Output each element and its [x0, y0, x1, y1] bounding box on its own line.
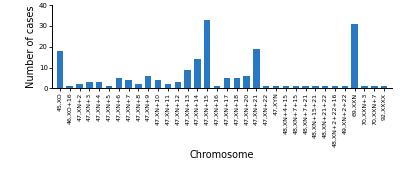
Bar: [174, 82, 181, 88]
X-axis label: Chromosome: Chromosome: [190, 150, 254, 160]
Bar: [194, 59, 201, 88]
Bar: [312, 86, 318, 88]
Bar: [165, 84, 171, 88]
Bar: [155, 80, 161, 88]
Bar: [76, 84, 83, 88]
Bar: [214, 86, 220, 88]
Bar: [332, 86, 338, 88]
Bar: [96, 82, 102, 88]
Bar: [145, 76, 152, 88]
Y-axis label: Number of cases: Number of cases: [26, 5, 36, 88]
Bar: [371, 86, 378, 88]
Bar: [273, 86, 279, 88]
Bar: [234, 78, 240, 88]
Bar: [302, 86, 309, 88]
Bar: [283, 86, 289, 88]
Bar: [361, 86, 368, 88]
Bar: [243, 76, 250, 88]
Bar: [86, 82, 92, 88]
Bar: [322, 86, 328, 88]
Bar: [135, 84, 142, 88]
Bar: [263, 86, 270, 88]
Bar: [126, 80, 132, 88]
Bar: [116, 78, 122, 88]
Bar: [66, 86, 73, 88]
Bar: [292, 86, 299, 88]
Bar: [106, 86, 112, 88]
Bar: [253, 49, 260, 88]
Bar: [204, 20, 210, 88]
Bar: [224, 78, 230, 88]
Bar: [342, 86, 348, 88]
Bar: [352, 24, 358, 88]
Bar: [184, 70, 191, 88]
Bar: [57, 51, 63, 88]
Bar: [381, 86, 387, 88]
